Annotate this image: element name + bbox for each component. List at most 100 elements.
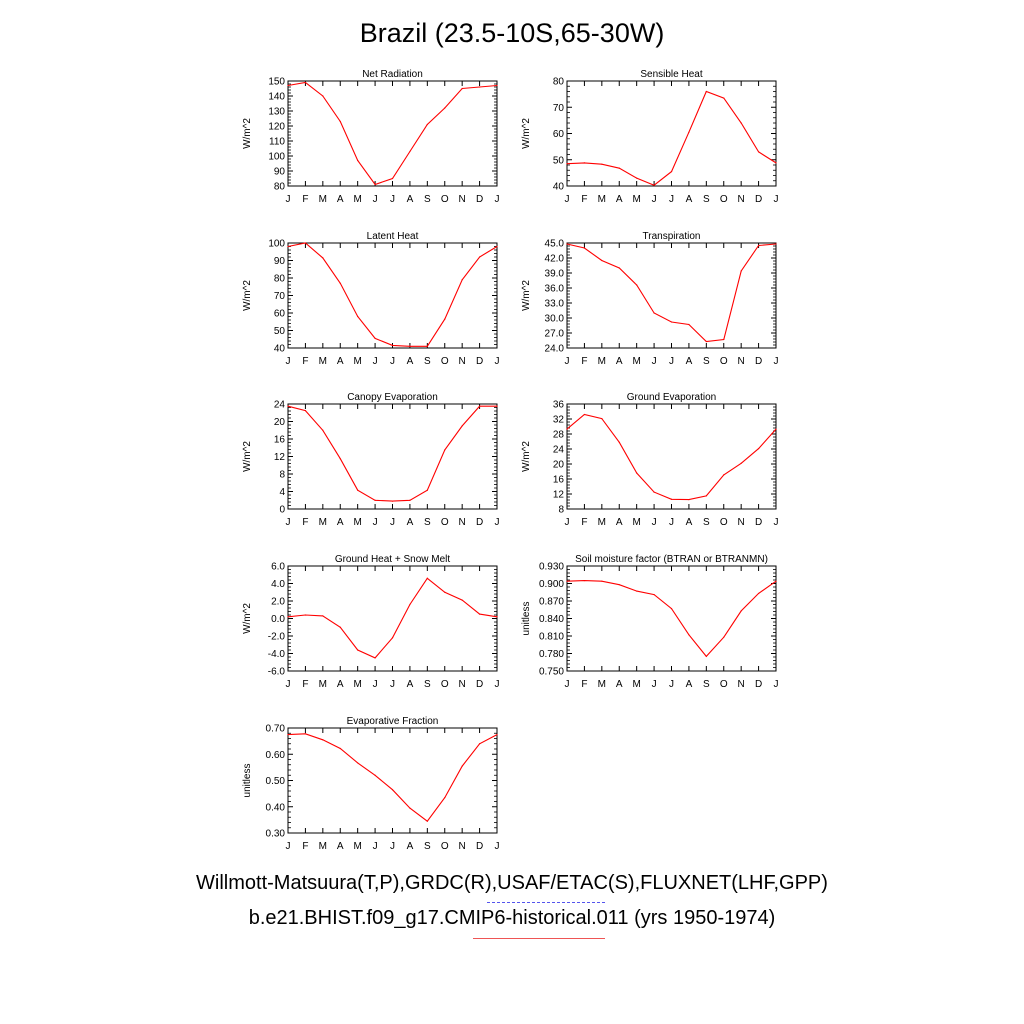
y-tick-label: 0 [279,505,285,516]
data-point [357,159,359,162]
data-point [583,162,586,164]
x-tick-label: J [565,194,570,205]
panel-title: Transpiration [643,231,701,242]
panel-title: Latent Heat [367,231,419,242]
data-point [478,743,481,745]
x-tick-label: F [581,517,587,528]
data-point [496,84,498,87]
x-tick-label: J [495,679,500,690]
x-tick-label: S [703,679,710,690]
x-tick-label: M [319,679,327,690]
data-point [705,655,707,658]
x-tick-label: D [755,194,762,205]
x-tick-label: S [424,841,431,852]
y-tick-label: 36 [553,400,565,411]
x-tick-label: J [774,517,779,528]
y-tick-label: 6.0 [271,562,285,573]
x-tick-label: J [390,517,395,528]
x-tick-label: J [652,194,657,205]
data-point [322,429,324,431]
x-tick-label: M [353,679,361,690]
panel-8: Evaporative Fraction unitless 0.30 0.40 0.50… [242,716,500,852]
data-point [740,462,742,464]
y-tick-label: 70 [553,103,565,114]
x-tick-label: J [669,194,674,205]
data-point [426,820,428,822]
y-axis-label: W/m^2 [242,441,253,472]
x-tick-label: O [441,841,449,852]
y-tick-label: 0.40 [266,802,286,813]
x-tick-label: A [407,679,414,690]
data-point [670,321,673,323]
data-point [444,796,446,799]
data-point [740,270,742,272]
data-point [461,599,463,601]
data-point [496,405,498,407]
y-tick-label: 130 [268,107,285,118]
x-tick-label: J [390,679,395,690]
data-point [409,807,411,809]
x-tick-label: O [720,356,728,367]
y-axis-label: W/m^2 [242,603,253,634]
data-point [775,428,777,430]
x-tick-label: M [319,194,327,205]
x-tick-label: S [703,356,710,367]
plot-frame [287,727,498,834]
x-tick-label: M [632,194,640,205]
data-point [461,425,463,427]
y-tick-label: 50 [553,155,565,166]
y-tick-label: 0.900 [539,579,564,590]
y-tick-label: 0.750 [539,667,564,678]
data-point [740,610,742,612]
data-point [409,499,411,501]
data-point [409,603,411,606]
data-point [339,120,341,123]
data-point [322,739,324,741]
y-tick-label: 50 [274,326,286,337]
x-tick-label: J [652,356,657,367]
x-tick-label: D [755,679,762,690]
data-point [688,323,690,326]
x-tick-label: J [373,679,378,690]
y-tick-label: 0.70 [266,724,286,735]
x-tick-label: M [319,517,327,528]
x-tick-label: N [738,356,745,367]
y-tick-label: 24 [553,445,565,456]
y-tick-label: 0.30 [266,829,286,840]
y-tick-label: 140 [268,92,285,103]
data-point [670,498,673,500]
x-tick-label: J [565,517,570,528]
data-point [653,593,655,596]
x-tick-label: J [495,841,500,852]
data-point [304,409,307,412]
panel-0: Net Radiation W/m^2 80 90 100 110 120 130 140 150… [242,69,500,205]
plot-frame [287,565,498,672]
x-tick-label: F [302,679,308,690]
x-tick-label: J [373,841,378,852]
x-tick-label: N [459,679,466,690]
x-tick-label: A [407,517,414,528]
y-axis-label: W/m^2 [521,441,532,472]
data-point [723,338,725,341]
data-point [670,607,673,610]
data-point [391,637,394,639]
panel-title: Ground Heat + Snow Melt [335,554,451,565]
panel-title: Net Radiation [362,69,423,80]
data-point [461,765,463,767]
y-axis-label: W/m^2 [242,280,253,311]
data-point [391,177,394,180]
x-tick-label: F [581,194,587,205]
data-point [757,151,760,153]
data-point [374,774,376,776]
data-point [478,405,481,407]
x-tick-label: A [337,517,344,528]
panel-title: Canopy Evaporation [347,392,438,403]
y-tick-label: 30.0 [545,314,565,325]
y-tick-label: 0.780 [539,649,564,660]
x-tick-label: A [616,356,623,367]
x-tick-label: F [302,841,308,852]
plot-frame [566,403,777,510]
x-tick-label: D [476,194,483,205]
x-tick-label: O [441,517,449,528]
